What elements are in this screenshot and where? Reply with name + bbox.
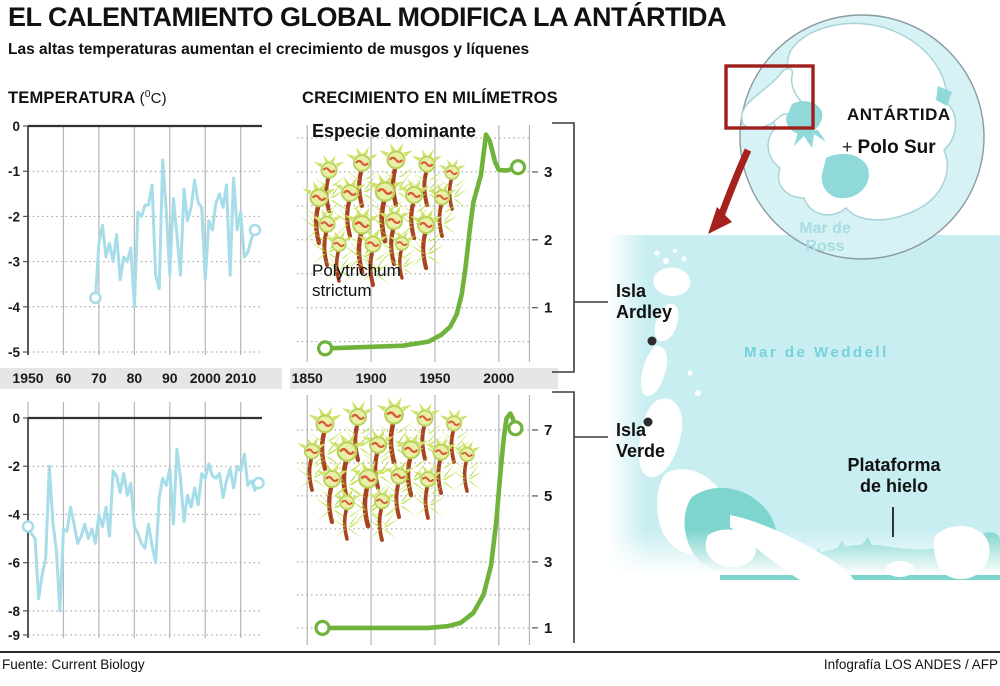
y-axis-label: 0: [12, 119, 20, 134]
y-axis-label: 1: [544, 620, 552, 637]
x-axis-label: 2010: [225, 370, 257, 386]
x-axis-label: 60: [55, 370, 72, 386]
isla-verde-dot: [643, 417, 653, 427]
y-axis-label: -9: [8, 628, 20, 643]
y-axis-label: -4: [8, 507, 20, 522]
label-mar-de-weddell: Mar de Weddell: [744, 344, 889, 361]
isla-ardley-dot: [647, 336, 657, 346]
temperature-chart-lower: 0 -2 -4 -6 -8 -9: [8, 402, 265, 643]
connector-lines: [552, 122, 613, 643]
endpoint-marker: [509, 159, 527, 176]
data-line: [26, 447, 260, 613]
y-axis-label: 3: [544, 164, 552, 181]
y-axis-label: -1: [8, 164, 20, 179]
antarctica-inset-map: [708, 14, 985, 260]
endpoint-marker: [21, 520, 35, 533]
moss-illustration: [293, 397, 485, 542]
temperature-x-axis: 1950 60 70 80 90 2000 2010: [0, 368, 282, 389]
endpoint-marker: [316, 340, 334, 357]
x-axis-label: 80: [126, 370, 143, 386]
temperature-section-header: TEMPERATURA (0C): [8, 89, 167, 108]
label-isla-verde: Isla Verde: [616, 420, 666, 462]
x-axis-label: 1850: [291, 370, 323, 386]
endpoint-marker: [89, 291, 102, 305]
agency-credit: Infografía LOS ANDES / AFP: [823, 657, 998, 672]
x-axis-label: 1900: [355, 370, 387, 386]
page-subtitle: Las altas temperaturas aumentan el creci…: [8, 41, 530, 58]
y-axis-label: 3: [544, 554, 552, 571]
label-antartida: ANTÁRTIDA: [847, 105, 951, 124]
species-name-annotation: Polytrichum strictum: [312, 261, 401, 300]
y-axis-label: 5: [544, 488, 552, 505]
temperature-chart-upper: 0 -1 -2 -3 -4 -5: [8, 119, 262, 360]
south-pole-marker-icon: +: [842, 137, 853, 157]
detail-map: [608, 235, 1000, 580]
y-axis-label: -6: [8, 556, 20, 571]
growth-chart-lower: 1 3 5 7: [293, 392, 552, 645]
label-plataforma-de-hielo: Plataforma de hielo: [847, 455, 941, 497]
label-isla-ardley: Isla Ardley: [616, 281, 673, 323]
growth-chart-upper: 1 2 3: [290, 125, 552, 362]
temperature-label: TEMPERATURA: [8, 89, 135, 107]
y-axis-label: -2: [8, 459, 20, 474]
label-mar-de-ross: Mar de Ross: [799, 220, 851, 256]
x-axis-label: 2000: [483, 370, 515, 386]
y-axis-label: 7: [544, 422, 552, 439]
y-axis-label: -2: [8, 209, 20, 224]
y-axis-label: 0: [12, 411, 20, 426]
temperature-unit: (0C): [139, 89, 167, 107]
dominant-species-annotation: Especie dominante: [312, 121, 477, 141]
y-axis-label: 1: [544, 300, 552, 317]
label-polo-sur: + Polo Sur: [842, 137, 936, 158]
data-line: [322, 132, 521, 351]
page-title: EL CALENTAMIENTO GLOBAL MODIFICA LA ANTÁ…: [8, 2, 726, 32]
data-line: [320, 411, 518, 631]
growth-section-header: CRECIMIENTO EN MILÍMETROS: [302, 89, 558, 107]
red-arrow-icon: [708, 148, 752, 234]
x-axis-label: 1950: [12, 370, 44, 386]
endpoint-marker: [507, 420, 524, 437]
data-line: [93, 158, 257, 309]
zoom-area-box: [724, 64, 815, 130]
source-credit: Fuente: Current Biology: [2, 657, 145, 672]
endpoint-marker: [314, 619, 331, 636]
x-axis-label: 70: [91, 370, 107, 386]
y-axis-label: -4: [8, 300, 20, 315]
x-axis-label: 2000: [189, 370, 221, 386]
footer-divider: [0, 651, 1000, 653]
x-axis-label: 90: [162, 370, 178, 386]
growth-x-axis: 1850 1900 1950 2000: [290, 368, 558, 389]
y-axis-label: -5: [8, 345, 20, 360]
antarctica-continent: [767, 22, 957, 221]
x-axis-label: 1950: [419, 370, 451, 386]
y-axis-label: 2: [544, 232, 552, 249]
endpoint-marker: [248, 223, 262, 237]
y-axis-label: -8: [8, 604, 20, 619]
endpoint-marker: [252, 476, 265, 490]
y-axis-label: -3: [8, 255, 20, 270]
